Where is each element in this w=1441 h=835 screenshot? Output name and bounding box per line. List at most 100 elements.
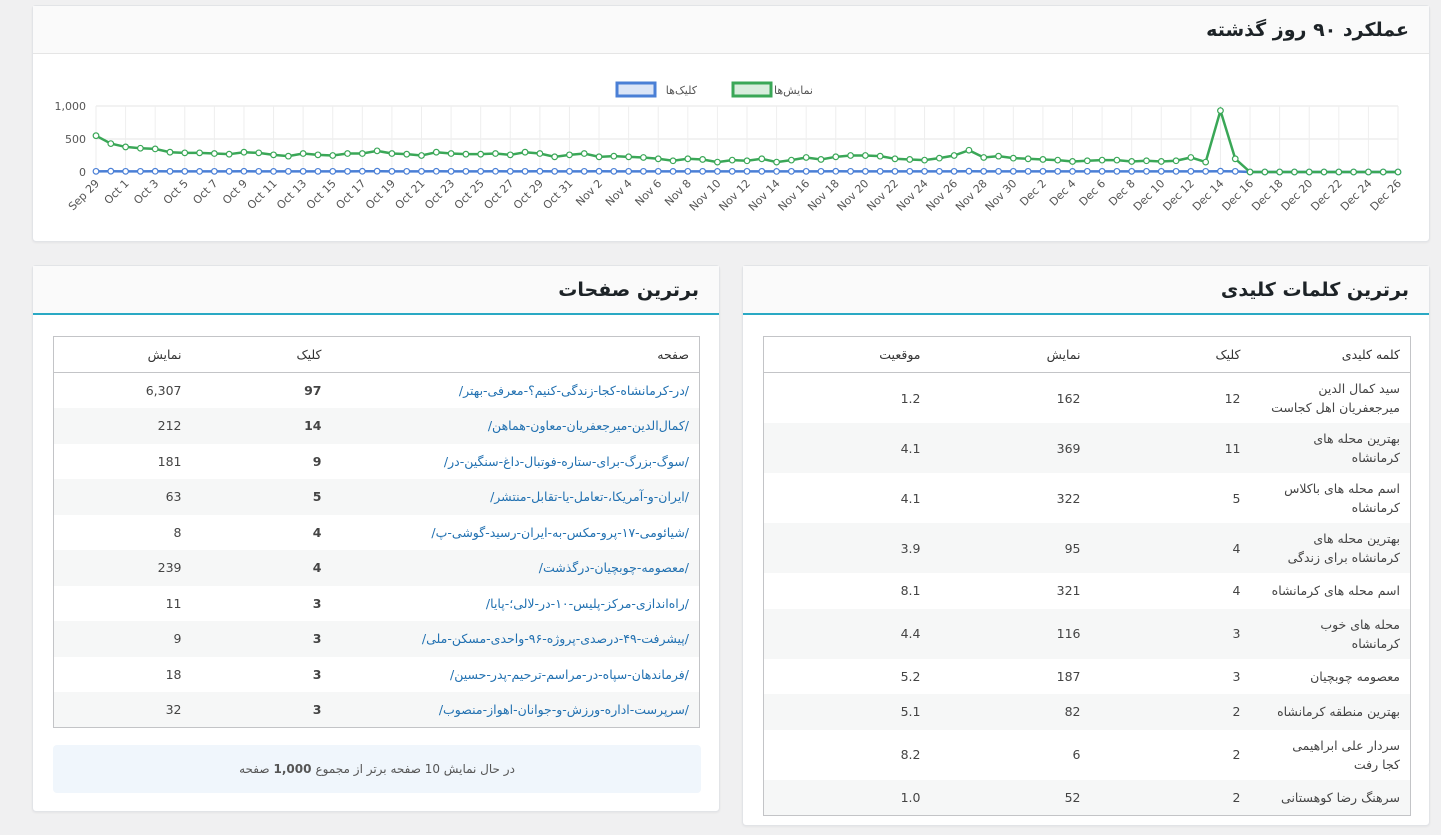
- data-point: [1202, 158, 1210, 166]
- data-point: [1143, 157, 1150, 165]
- table-cell: 11: [1090, 423, 1251, 473]
- data-point: [610, 167, 618, 175]
- table-cell: 3.9: [763, 523, 931, 573]
- table-cell: بهترین محله های کرمانشاه برای زندگی: [1250, 523, 1411, 573]
- data-point: [1379, 168, 1387, 176]
- table-cell: 4: [1232, 583, 1241, 599]
- data-point: [432, 148, 440, 156]
- data-point: [1172, 157, 1180, 165]
- data-point: [847, 167, 854, 175]
- data-point: [1365, 168, 1372, 176]
- data-point: [817, 167, 825, 175]
- data-point: [1231, 155, 1239, 163]
- data-point: [965, 146, 973, 154]
- x-tick-label: Dec 2: [1017, 177, 1049, 209]
- data-point: [610, 152, 618, 160]
- data-point: [344, 150, 351, 157]
- table-cell: 82: [930, 694, 1091, 730]
- page-link[interactable]: /شیائومی-۱۷-پرو-مکس-به-ایران-رسید-گوشی-پ…: [431, 524, 689, 540]
- x-tick-label: Nov 10: [687, 177, 724, 214]
- data-point: [1069, 168, 1076, 175]
- x-tick-label: Oct 7: [190, 177, 220, 207]
- x-tick-label: Dec 22: [1308, 177, 1345, 214]
- data-point: [462, 167, 470, 175]
- x-tick-label: Dec 16: [1220, 177, 1257, 214]
- table-cell: 9: [312, 453, 322, 469]
- table-cell: 32: [53, 692, 192, 728]
- data-point: [773, 158, 780, 166]
- data-point: [1098, 167, 1106, 175]
- page-link[interactable]: /فرماندهان-سپاه-در-مراسم-ترحیم-پدر-حسین/: [450, 666, 689, 682]
- data-point: [758, 155, 766, 163]
- footer-text: صفحه: [239, 762, 270, 776]
- table-cell: 3: [1090, 608, 1251, 659]
- data-point: [284, 167, 292, 175]
- data-point: [551, 167, 559, 175]
- page-link[interactable]: /سرپرست-اداره-ورزش-و-جوانان-اهواز-منصوب/: [438, 702, 689, 717]
- x-tick-label: Nov 6: [633, 177, 665, 209]
- data-point: [1187, 167, 1195, 175]
- x-tick-label: Dec 20: [1279, 177, 1316, 214]
- page-link[interactable]: /معصومه-چوبچیان-درگذشت/: [538, 560, 689, 576]
- x-tick-label: Nov 30: [983, 177, 1020, 214]
- data-point: [329, 152, 337, 159]
- table-cell: 2: [1232, 747, 1241, 762]
- data-point: [1083, 167, 1091, 175]
- data-point: [1350, 168, 1358, 176]
- data-point: [1083, 157, 1091, 165]
- table-cell: 12: [1224, 390, 1241, 406]
- data-point: [255, 167, 263, 175]
- data-point: [773, 168, 780, 175]
- table-cell: 3: [1232, 668, 1241, 684]
- data-point: [166, 167, 174, 175]
- table-cell: 5: [191, 479, 332, 515]
- x-tick-label: Nov 4: [603, 177, 635, 209]
- x-tick-label: Oct 13: [274, 177, 309, 212]
- data-point: [921, 156, 928, 164]
- data-point: [1291, 168, 1298, 176]
- table-cell: 116: [930, 608, 1091, 659]
- data-point: [699, 167, 707, 175]
- data-point: [506, 151, 514, 159]
- table-row: سرهنگ رضا کوهستانی 2 52 1.0: [763, 779, 1411, 815]
- x-tick-label: Nov 14: [746, 177, 783, 214]
- data-point: [299, 150, 307, 157]
- column-header: کلیک: [1090, 336, 1251, 373]
- x-tick-label: Oct 23: [422, 177, 457, 212]
- table-row: بهترین محله های کرمانشاه 11 369 4.1: [763, 423, 1411, 473]
- data-point: [580, 167, 588, 175]
- data-point: [521, 167, 529, 175]
- data-point: [684, 167, 692, 175]
- data-point: [122, 167, 129, 175]
- x-tick-label: Oct 15: [304, 177, 339, 212]
- page-link[interactable]: /پیشرفت-۴۹-درصدی-پروژه-۹۶-واحدی-مسکن-ملی…: [421, 631, 689, 647]
- data-point: [1098, 156, 1106, 164]
- pages-table: صفحه کلیک نمایش/در-کرمانشاه-کجا-زندگی-کنیم…: [53, 336, 700, 728]
- x-tick-label: Nov 28: [953, 177, 990, 214]
- data-point: [151, 167, 159, 175]
- data-point: [462, 150, 470, 158]
- data-point: [832, 167, 840, 175]
- x-tick-label: Dec 24: [1338, 177, 1375, 214]
- data-point: [181, 149, 189, 157]
- data-point: [1024, 155, 1032, 163]
- data-point: [136, 144, 144, 152]
- page-link[interactable]: /راه‌اندازی-مرکز-پلیس-۱۰-در-لالی؛-پایا/: [485, 595, 689, 611]
- data-point: [166, 148, 174, 156]
- x-tick-label: Oct 31: [541, 177, 576, 212]
- data-point: [210, 167, 218, 175]
- table-cell: 162: [1056, 390, 1081, 406]
- keywords-table: کلمه کلیدی کلیک نمایش موقعیت سید کمال الدین …: [763, 336, 1411, 816]
- x-tick-label: Nov 2: [573, 177, 605, 209]
- page-link[interactable]: /سوگ-بزرگ-برای-ستاره-فوتبال-داغ-سنگین-در…: [443, 453, 689, 469]
- card-title: برترین کلمات کلیدی: [743, 266, 1429, 315]
- page-link[interactable]: /ایران-و-آمریکا،-تعامل-یا-تقابل-منتشر/: [490, 489, 689, 505]
- data-point: [684, 155, 692, 163]
- data-point: [995, 152, 1002, 160]
- page-link[interactable]: /در-کرمانشاه-کجا-زندگی-کنیم؟-معرفی-بهتر/: [458, 383, 689, 398]
- pages-card: برترین صفحات صفحه کلیک نمایش/در-کرمانشاه-ک…: [32, 265, 720, 812]
- table-cell: 181: [157, 453, 182, 469]
- x-tick-label: Dec 14: [1190, 177, 1227, 214]
- page-link[interactable]: /کمال‌الدین-میرجعفریان-معاون-هماهن/: [487, 418, 689, 434]
